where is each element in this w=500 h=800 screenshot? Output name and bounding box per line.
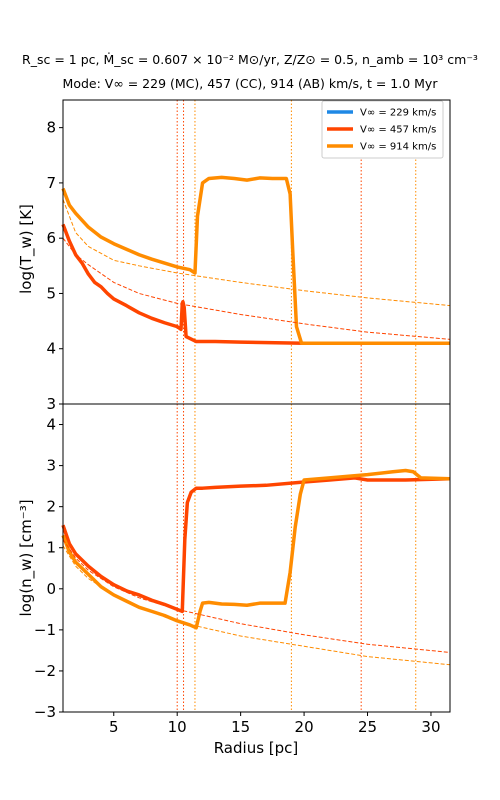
y-tick-label-temperature: 3 — [46, 395, 56, 413]
legend-label-914: V∞ = 914 km/s — [360, 142, 436, 153]
legend-frame — [321, 100, 444, 159]
series-line-density-3-dashed — [62, 539, 451, 653]
x-tick-label: 30 — [421, 718, 440, 736]
y-axis-label-density: log(n_w) [cm⁻³] — [17, 499, 36, 616]
y-tick-label-density: 0 — [46, 580, 56, 598]
y-tick-label-density: −1 — [34, 621, 56, 639]
y-tick-label-density: −3 — [34, 703, 56, 721]
y-tick-label-density: −2 — [34, 662, 56, 680]
legend: V∞ = 229 km/s V∞ = 457 km/s V∞ = 914 km/… — [321, 100, 444, 159]
y-tick-label-density: 2 — [46, 498, 56, 516]
y-tick-label-density: 3 — [46, 457, 56, 475]
y-tick-label-temperature: 5 — [46, 284, 56, 302]
axes-frame-density — [62, 403, 451, 713]
legend-label-457: V∞ = 457 km/s — [360, 125, 436, 136]
x-tick-label: 10 — [168, 718, 187, 736]
series-line-temperature-3-dashed — [62, 237, 451, 340]
y-axis-label-temperature: log(T_w) [K] — [17, 204, 36, 294]
series-line-density-2 — [61, 468, 451, 630]
y-tick-label-temperature: 7 — [46, 174, 56, 192]
series-line-temperature-4-dashed — [62, 199, 451, 307]
x-tick-label: 25 — [358, 718, 377, 736]
y-tick-label-temperature: 8 — [46, 119, 56, 137]
series-line-density-1 — [61, 476, 451, 614]
series-line-temperature-2 — [61, 175, 450, 345]
chart-title-line-2: Mode: V∞ = 229 (MC), 457 (CC), 914 (AB) … — [63, 76, 439, 91]
x-tick-label: 20 — [295, 718, 314, 736]
series-line-density-4-dashed — [62, 545, 451, 666]
y-tick-label-temperature: 4 — [46, 340, 56, 358]
legend-label-229: V∞ = 229 km/s — [360, 108, 436, 119]
series-line-temperature-1 — [61, 223, 450, 345]
y-tick-label-temperature: 6 — [46, 229, 56, 247]
x-axis-label: Radius [pc] — [214, 739, 299, 757]
x-tick-label: 5 — [109, 718, 119, 736]
x-tick-label: 15 — [231, 718, 250, 736]
chart-title-line-1: R_sc = 1 pc, Ṁ_sc = 0.607 × 10⁻² M⊙/yr, … — [22, 52, 478, 67]
plot-layer: 3 4 5 6 7 8 −3 −2 −1 0 1 2 3 4 5 10 15 20 25 30 — [34, 99, 451, 736]
y-tick-label-density: 1 — [46, 539, 56, 557]
y-tick-label-density: 4 — [46, 416, 56, 434]
